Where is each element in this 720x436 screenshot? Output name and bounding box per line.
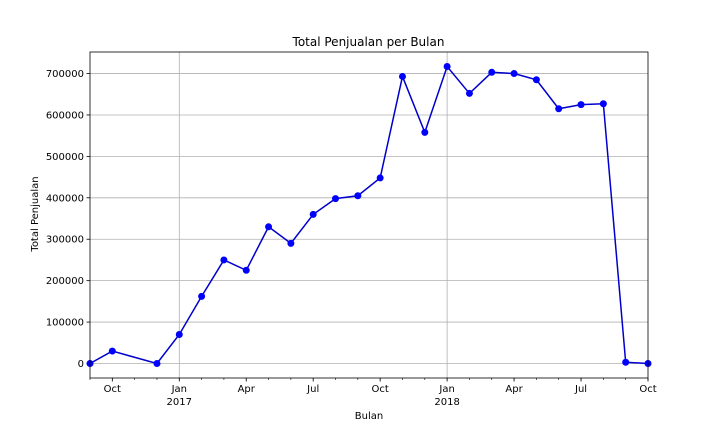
data-point <box>354 192 362 200</box>
data-point <box>622 358 630 366</box>
data-point <box>242 266 250 274</box>
data-point <box>287 239 295 247</box>
data-point <box>488 68 496 76</box>
y-tick-label: 500000 <box>46 152 84 163</box>
x-axis-label: Bulan <box>355 411 383 422</box>
x-tick-label: Apr <box>238 384 256 395</box>
x-tick-label: Oct <box>104 384 121 395</box>
series-line <box>89 64 649 365</box>
x-tick-label: Oct <box>639 384 656 395</box>
x-tick-label: Jan <box>438 384 454 395</box>
x-tick-label: Jul <box>574 384 587 395</box>
data-point <box>198 292 206 300</box>
y-axis: 0 100000 200000 300000 400000 500000 600000 700… <box>46 69 90 370</box>
y-tick-label: 0 <box>78 359 84 370</box>
y-axis-label: Total Penjualan <box>30 176 41 252</box>
y-tick-label: 600000 <box>46 110 84 121</box>
x-tick-label: Oct <box>372 384 389 395</box>
x-tick-year-label: 2017 <box>167 397 192 408</box>
x-tick-label: Apr <box>505 384 523 395</box>
data-point <box>175 331 183 339</box>
data-point <box>108 347 116 355</box>
data-point <box>465 89 473 97</box>
data-point <box>398 72 406 80</box>
data-point <box>532 76 540 84</box>
data-point <box>443 62 451 70</box>
data-point <box>153 360 161 368</box>
y-tick-label: 300000 <box>46 235 84 246</box>
data-point <box>577 101 585 109</box>
data-point <box>332 195 340 203</box>
data-point <box>555 105 563 113</box>
data-point <box>421 128 429 136</box>
data-point <box>220 256 228 264</box>
y-tick-label: 700000 <box>46 69 84 80</box>
y-tick-label: 400000 <box>46 193 84 204</box>
y-tick-label: 100000 <box>46 318 84 329</box>
data-point <box>599 100 607 108</box>
x-axis: Oct Jan 2017 Apr Jul Oct Jan 2018 Apr Jul Oct <box>89 378 657 408</box>
chart-title: Total Penjualan per Bulan <box>292 35 445 49</box>
data-point <box>510 70 518 78</box>
x-tick-year-label: 2018 <box>434 397 459 408</box>
x-tick-label: Jan <box>171 384 187 395</box>
y-tick-label: 200000 <box>46 276 84 287</box>
x-tick-label: Jul <box>306 384 319 395</box>
grid <box>90 52 648 378</box>
series-total-penjualan <box>86 62 652 368</box>
data-point <box>309 210 317 218</box>
data-point <box>376 174 384 182</box>
data-point <box>265 223 273 231</box>
plot-frame <box>89 51 649 379</box>
